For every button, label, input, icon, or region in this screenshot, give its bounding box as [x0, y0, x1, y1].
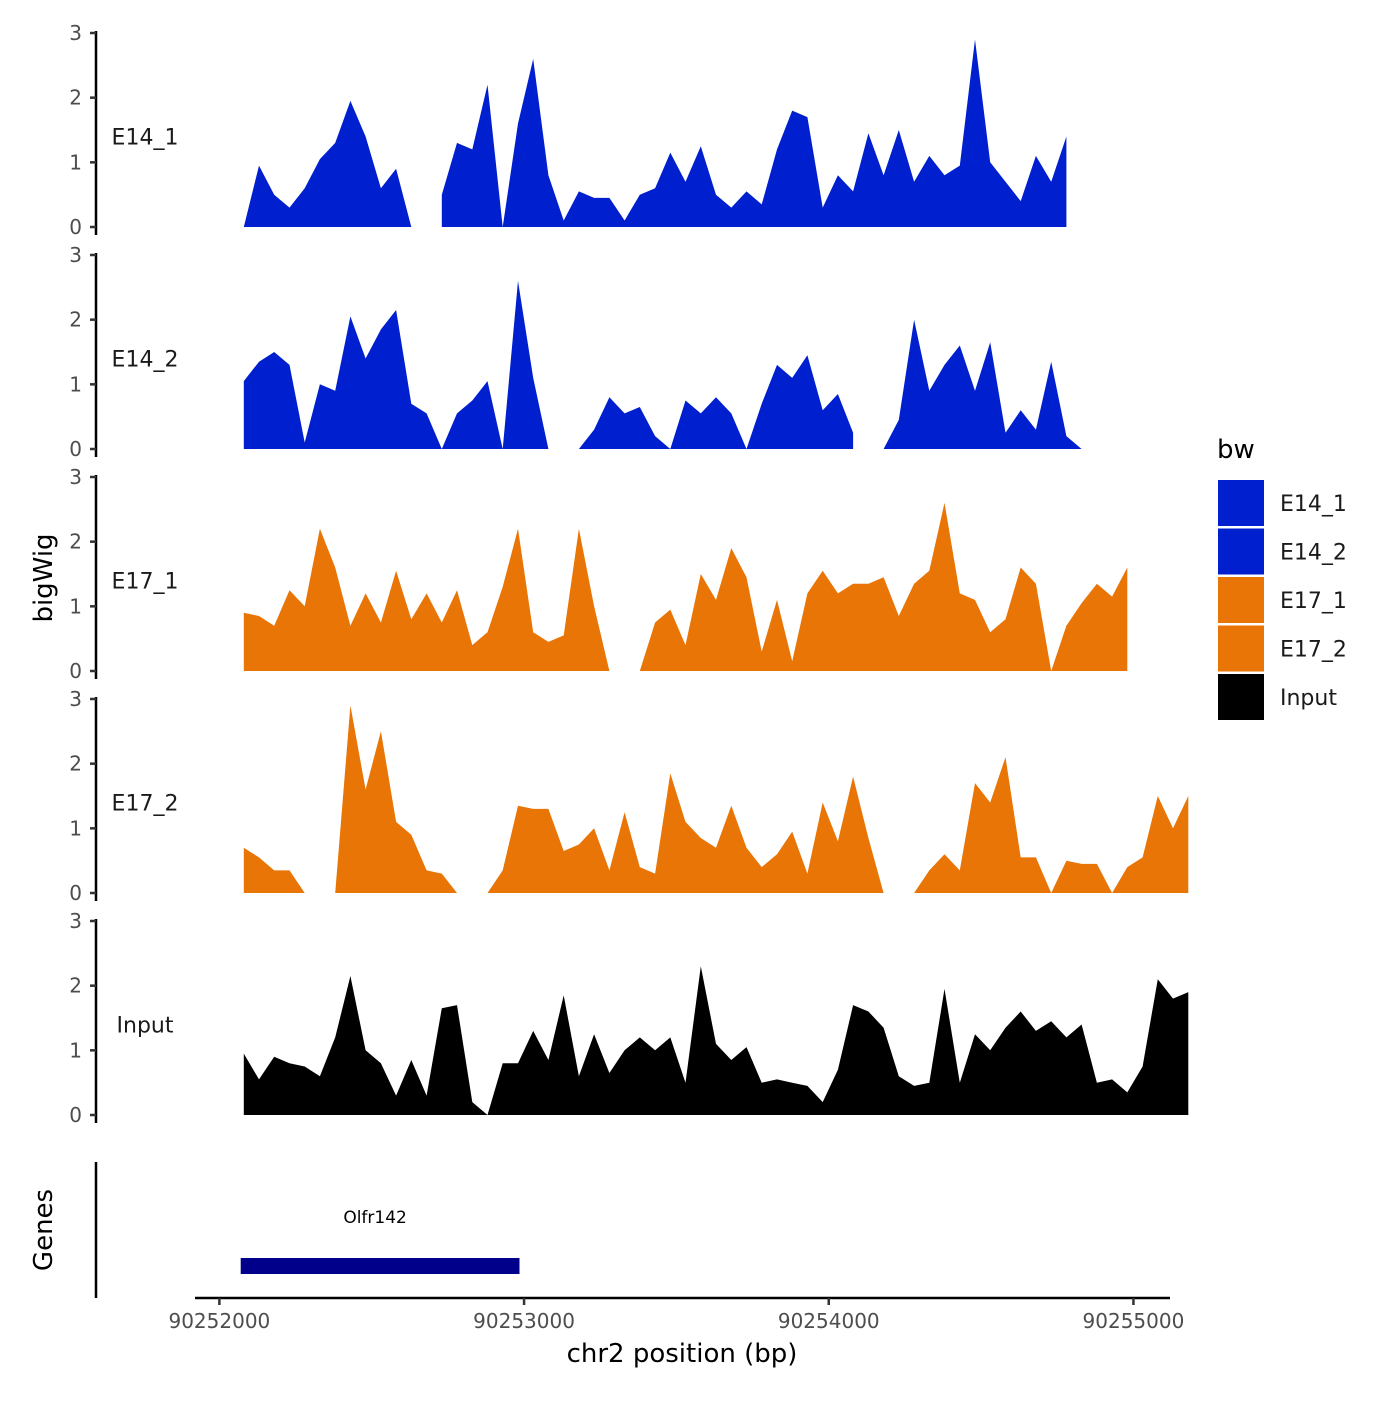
- coverage-area: [487, 773, 884, 893]
- x-tick-label: 90255000: [1083, 1309, 1185, 1333]
- track-E14_1: 0 1 2 3 E14_1: [69, 21, 1067, 239]
- legend-title: bw: [1217, 435, 1255, 465]
- y-tick-label: 2: [69, 530, 82, 554]
- track-label: Input: [117, 1013, 174, 1038]
- y-tick-label: 1: [69, 816, 82, 840]
- coverage-area: [914, 757, 1189, 893]
- y-tick-label: 0: [69, 437, 82, 461]
- y-tick-label: 1: [69, 372, 82, 396]
- coverage-area: [639, 502, 1128, 671]
- y-tick-label: 0: [69, 659, 82, 683]
- track-E17_2: 0 1 2 3 E17_2: [69, 687, 1189, 905]
- y-tick-label: 2: [69, 974, 82, 998]
- legend-swatch: [1218, 577, 1264, 623]
- y-tick-label: 1: [69, 150, 82, 174]
- coverage-area: [243, 966, 1189, 1115]
- track-label: E17_2: [112, 791, 179, 816]
- legend-label: E17_1: [1280, 589, 1347, 614]
- coverage-area: [243, 528, 610, 671]
- track-Input: 0 1 2 3 Input: [69, 909, 1189, 1127]
- x-tick-label: 90252000: [168, 1309, 270, 1333]
- gene-items: Olfr142: [240, 1208, 520, 1274]
- y-tick-label: 2: [69, 308, 82, 332]
- y-tick-label: 0: [69, 215, 82, 239]
- y-tick-label: 0: [69, 881, 82, 905]
- y-tick-label: 3: [69, 465, 82, 489]
- x-axis-title: chr2 position (bp): [567, 1339, 798, 1369]
- legend: bw E14_1 E14_2 E17_1 E17_2 Input: [1217, 435, 1347, 720]
- legend-label: E17_2: [1280, 638, 1347, 663]
- y-tick-label: 2: [69, 752, 82, 776]
- coverage-area: [243, 100, 412, 227]
- legend-label: E14_2: [1280, 541, 1347, 566]
- coverage-area: [335, 705, 457, 893]
- y-tick-label: 3: [69, 687, 82, 711]
- y-axis-title: bigWig: [29, 533, 59, 622]
- legend-label: E14_1: [1280, 492, 1347, 517]
- y-tick-label: 3: [69, 243, 82, 267]
- legend-label: Input: [1280, 686, 1337, 711]
- gene-panel: Genes Olfr142: [29, 1162, 520, 1298]
- gene-label: Olfr142: [343, 1208, 407, 1228]
- y-tick-label: 1: [69, 594, 82, 618]
- legend-swatch: [1218, 480, 1264, 526]
- track-label: E14_2: [112, 347, 179, 372]
- legend-swatch: [1218, 674, 1264, 720]
- x-axis: 90252000 90253000 90254000 90255000 chr2 po…: [168, 1296, 1184, 1369]
- gene-panel-label: Genes: [29, 1189, 59, 1271]
- track-label: E14_1: [112, 125, 179, 150]
- x-ticks: 90252000 90253000 90254000 90255000: [168, 1298, 1184, 1333]
- coverage-area: [883, 319, 1082, 449]
- y-tick-label: 3: [69, 909, 82, 933]
- coverage-area: [243, 280, 549, 449]
- track-label: E17_1: [112, 569, 179, 594]
- legend-swatch: [1218, 625, 1264, 672]
- track-E14_2: 0 1 2 3 E14_2: [69, 243, 1082, 461]
- coverage-area: [243, 847, 305, 893]
- y-tick-label: 3: [69, 21, 82, 45]
- x-tick-label: 90253000: [473, 1309, 575, 1333]
- track-E17_1: 0 1 2 3 E17_1: [69, 465, 1128, 683]
- gene-bar: [240, 1258, 520, 1274]
- legend-swatch: [1218, 528, 1264, 575]
- legend-items: E14_1 E14_2 E17_1 E17_2 Input: [1218, 480, 1347, 720]
- y-tick-label: 0: [69, 1103, 82, 1127]
- y-tick-label: 2: [69, 86, 82, 110]
- coverage-area: [578, 355, 854, 449]
- y-tick-label: 1: [69, 1038, 82, 1062]
- coverage-area: [441, 39, 1067, 227]
- tracks-group: 0 1 2 3 E14_1 0 1 2 3 E14_2 0 1 2 3 E17_1 0 1 2 3 E17_2 0 1 2 3…: [69, 21, 1189, 1127]
- x-tick-label: 90254000: [778, 1309, 880, 1333]
